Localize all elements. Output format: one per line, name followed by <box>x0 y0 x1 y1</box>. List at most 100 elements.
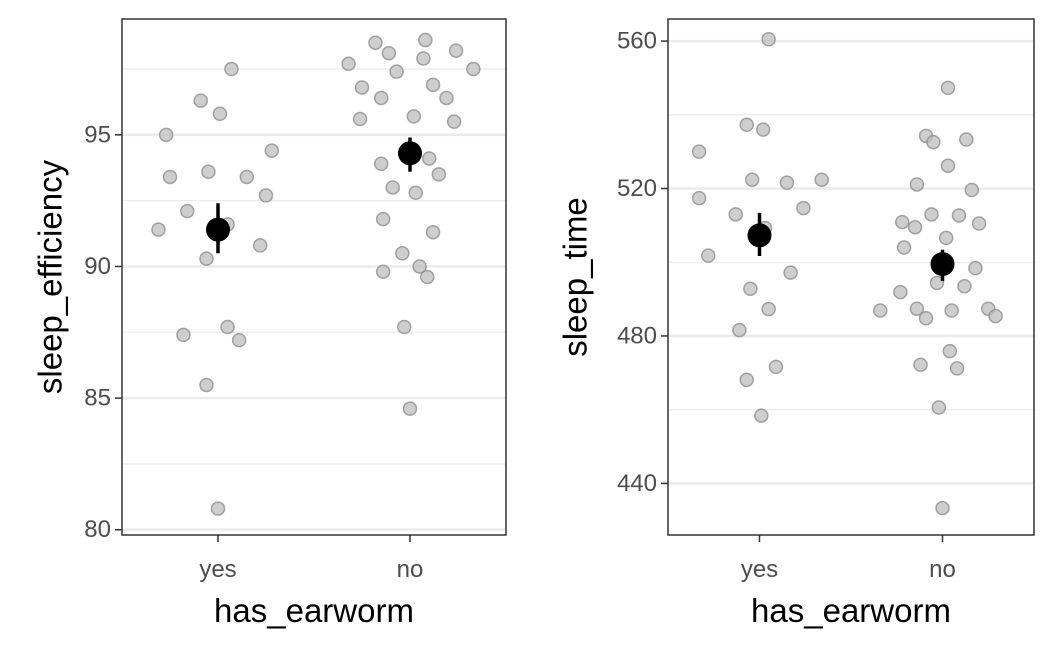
y-tick-label: 480 <box>617 322 657 349</box>
data-point <box>940 158 956 173</box>
data-point <box>439 90 454 106</box>
data-point <box>940 80 956 96</box>
data-point <box>193 93 208 108</box>
data-point <box>728 207 743 222</box>
data-point <box>959 132 974 147</box>
data-point <box>796 200 811 216</box>
data-point <box>942 343 958 359</box>
mean-point <box>930 252 955 277</box>
data-point <box>779 175 795 190</box>
x-tick-label: yes <box>199 556 236 583</box>
data-point <box>971 216 987 231</box>
data-point <box>396 319 412 335</box>
mean-point <box>206 217 230 242</box>
data-point <box>909 177 925 192</box>
data-point <box>352 111 368 127</box>
data-point <box>151 222 166 237</box>
x-tick-label: no <box>397 556 424 583</box>
data-point <box>224 61 239 77</box>
data-point <box>968 260 983 276</box>
data-point <box>739 117 754 133</box>
data-point <box>446 114 462 129</box>
data-point <box>162 169 178 185</box>
panel-border <box>667 18 1035 536</box>
data-point <box>893 284 908 300</box>
data-point <box>929 275 945 291</box>
y-tick-label: 90 <box>84 253 111 280</box>
data-point <box>212 106 228 122</box>
data-point <box>373 156 389 172</box>
data-point <box>412 259 427 274</box>
data-point <box>373 90 389 106</box>
data-point <box>385 180 400 195</box>
data-point <box>406 109 422 124</box>
data-point <box>949 361 965 376</box>
data-point <box>354 80 370 95</box>
panel-background <box>122 19 506 535</box>
data-point <box>926 134 941 150</box>
data-point <box>199 377 214 393</box>
data-point <box>448 43 464 58</box>
data-point <box>755 122 771 137</box>
data-point <box>744 172 760 187</box>
data-point <box>732 322 747 338</box>
data-point <box>894 214 910 230</box>
x-axis-title: has_earworm <box>751 592 951 629</box>
mean-point <box>747 223 772 248</box>
data-point <box>754 408 769 423</box>
data-point <box>988 308 1003 324</box>
data-point <box>896 240 912 255</box>
data-point <box>814 172 829 187</box>
data-point <box>375 264 391 279</box>
data-point <box>743 281 758 297</box>
data-point <box>761 301 776 317</box>
data-point <box>768 359 784 375</box>
data-point <box>252 238 268 253</box>
y-tick-label: 560 <box>617 28 657 55</box>
data-point <box>158 127 174 143</box>
y-tick-label: 85 <box>84 385 111 412</box>
data-point <box>395 246 410 261</box>
data-point <box>180 203 195 219</box>
data-point <box>691 144 707 159</box>
data-point <box>931 400 947 415</box>
data-point <box>909 301 925 316</box>
data-point <box>691 190 707 206</box>
data-point <box>431 167 447 182</box>
data-point <box>761 32 776 47</box>
mean-point <box>398 141 422 166</box>
data-point <box>210 501 226 516</box>
data-point <box>402 401 418 416</box>
data-point <box>264 143 280 158</box>
data-point <box>907 219 923 235</box>
y-tick-label: 80 <box>84 516 111 543</box>
x-tick-label: yes <box>741 556 778 583</box>
data-point <box>951 208 967 223</box>
sleep-time-panel: 440 480 520 560 yes no has_earworm sleep_time <box>557 18 1035 629</box>
data-point <box>935 500 950 516</box>
data-point <box>420 269 435 285</box>
y-tick-label: 440 <box>617 470 657 497</box>
data-point <box>199 251 214 266</box>
data-point <box>239 169 255 185</box>
data-point <box>466 61 481 77</box>
data-point <box>220 319 235 335</box>
data-point <box>258 188 274 203</box>
data-point <box>425 224 441 240</box>
data-point <box>873 303 888 318</box>
x-axis-title: has_earworm <box>214 592 414 629</box>
y-axis-title: sleep_efficiency <box>32 159 69 394</box>
data-point <box>938 230 954 246</box>
data-point <box>913 357 928 372</box>
data-point <box>375 211 391 227</box>
panel-border <box>121 18 507 536</box>
panel-background <box>668 19 1034 535</box>
data-point <box>408 185 424 201</box>
data-point <box>964 182 980 198</box>
data-point <box>389 64 404 79</box>
data-point <box>924 207 939 222</box>
sleep-efficiency-panel: 80 85 90 95 yes no has_earworm sleep_efficiency <box>32 18 507 629</box>
data-point <box>957 278 972 294</box>
y-axis-title: sleep_time <box>557 197 594 357</box>
